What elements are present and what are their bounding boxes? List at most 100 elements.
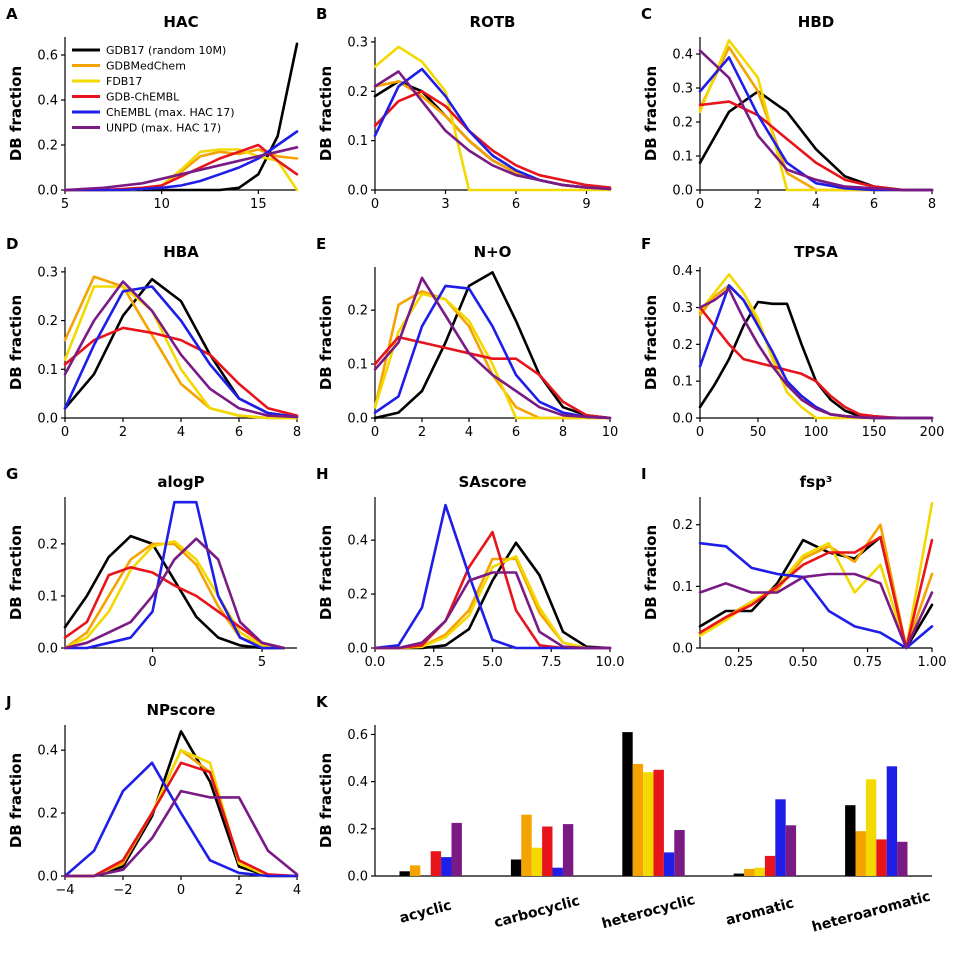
bar-aromatic-3 [764,855,776,876]
panel-label: G [6,465,18,483]
series-line-3 [373,335,612,420]
chart-title: NPscore [147,701,216,719]
x-tick-label: −2 [113,883,132,898]
bar-heterocyclic-1 [632,763,644,876]
bar-heteroaromatic-0 [845,805,856,876]
y-tick-label: 0.6 [347,728,368,743]
legend-entry: UNPD (max. HAC 17) [106,122,221,135]
y-tick-label: 0.0 [347,184,368,199]
chart-title: HBA [163,243,199,261]
x-tick-label: 5 [61,197,69,212]
y-axis-label: DB fraction [317,66,335,161]
x-tick-label: 8 [928,197,936,212]
y-axis-label: DB fraction [317,525,335,620]
x-tick-label: 0 [371,425,379,440]
series-line-3 [63,565,286,650]
y-tick-label: 0.2 [347,822,368,837]
series-line-5 [63,146,299,192]
series-line-4 [63,761,299,878]
series-line-2 [698,39,934,192]
y-tick-label: 0.0 [672,412,693,427]
series-line-0 [698,300,934,420]
x-tick-label: 5.0 [482,655,503,670]
series-line-4 [698,56,934,192]
bar-aromatic-1 [744,868,755,876]
series-line-2 [63,539,286,650]
y-axis-label: DB fraction [317,753,335,848]
bar-heterocyclic-2 [643,772,654,876]
series-line-3 [373,90,612,189]
bar-carbocyclic-5 [562,824,574,876]
x-tick-label: 3 [441,197,449,212]
series-line-4 [698,541,934,650]
series-line-5 [698,572,934,650]
panel-label: A [6,5,18,23]
x-tick-label: 0.25 [724,655,753,670]
y-tick-label: 0.4 [37,94,58,109]
chart-title: HBD [798,13,834,31]
panel-B: B ROTB DB fraction 0.0 0.1 0.2 0.3 0 3 6 9 [316,5,612,212]
x-tick-label: 10 [602,425,619,440]
x-tick-label: 4 [465,425,473,440]
series-line-4 [373,503,612,650]
x-tick-label: 0 [61,425,69,440]
x-tick-label: 4 [812,197,820,212]
legend: GDB17 (random 10M) GDBMedChem FDB17 GDB-ChE… [72,44,235,135]
x-tick-label: 2.5 [423,655,444,670]
bar-heterocyclic-5 [674,830,685,876]
y-tick-label: 0.1 [347,134,368,149]
x-tick-label: 0 [696,425,704,440]
y-tick-label: 0.2 [347,304,368,319]
y-tick-label: 0.0 [37,870,58,885]
y-tick-label: 0.1 [37,363,58,378]
y-tick-label: 0.4 [347,775,368,790]
y-tick-label: 0.2 [347,588,368,603]
y-tick-label: 0.0 [37,412,58,427]
panel-J: J NPscore DB fraction 0.0 0.2 0.4 −4 −2 0 2 4 [5,693,301,898]
x-tick-label: 7.5 [541,655,562,670]
series-line-2 [373,45,612,192]
x-tick-label: 0 [696,197,704,212]
panel-label: E [316,235,326,253]
series-line-0 [63,534,286,650]
x-tick-label: 2 [754,197,762,212]
y-tick-label: 0.2 [37,807,58,822]
x-tick-label: 6 [235,425,243,440]
y-axis-label: DB fraction [7,295,25,390]
series-line-1 [63,275,299,420]
x-tick-label: 0.50 [789,655,818,670]
y-tick-label: 0.0 [347,642,368,657]
y-tick-label: 0.2 [37,537,58,552]
y-tick-label: 0.0 [672,184,693,199]
series-line-2 [373,554,612,650]
panel-E: E N+O DB fraction 0.0 0.1 0.2 0 2 4 6 8 10 [316,235,618,440]
series-line-3 [63,326,299,417]
series-line-5 [698,49,934,192]
panel-label: J [5,693,12,711]
x-tick-label: 50 [750,425,767,440]
y-axis-label: DB fraction [642,66,660,161]
y-tick-label: 0.4 [37,744,58,759]
series-line-5 [373,571,612,650]
panel-label: I [641,465,647,483]
category-label: carbocyclic [493,893,582,931]
panel-A: A HAC DB fraction 0.0 0.2 0.4 0.6 5 10 15 [6,5,299,212]
y-axis-label: DB fraction [642,295,660,390]
x-tick-label: 6 [512,425,520,440]
bar-carbocyclic-2 [531,847,543,876]
y-tick-label: 0.2 [672,518,693,533]
bar-heteroaromatic-3 [876,839,887,876]
series-line-3 [698,306,934,420]
y-tick-label: 0.4 [672,48,693,63]
bar-heterocyclic-4 [663,852,675,876]
x-tick-label: 1.00 [918,655,947,670]
y-axis-label: DB fraction [7,753,25,848]
series-line-3 [698,100,934,192]
panel-label: C [641,5,652,23]
y-axis-label: DB fraction [317,295,335,390]
panel-C: C HBD DB fraction 0.0 0.1 0.2 0.3 0.4 0 2 4 6 8 [641,5,936,212]
panel-label: K [316,693,329,711]
series-line-5 [698,287,934,420]
panel-label: D [6,235,18,253]
